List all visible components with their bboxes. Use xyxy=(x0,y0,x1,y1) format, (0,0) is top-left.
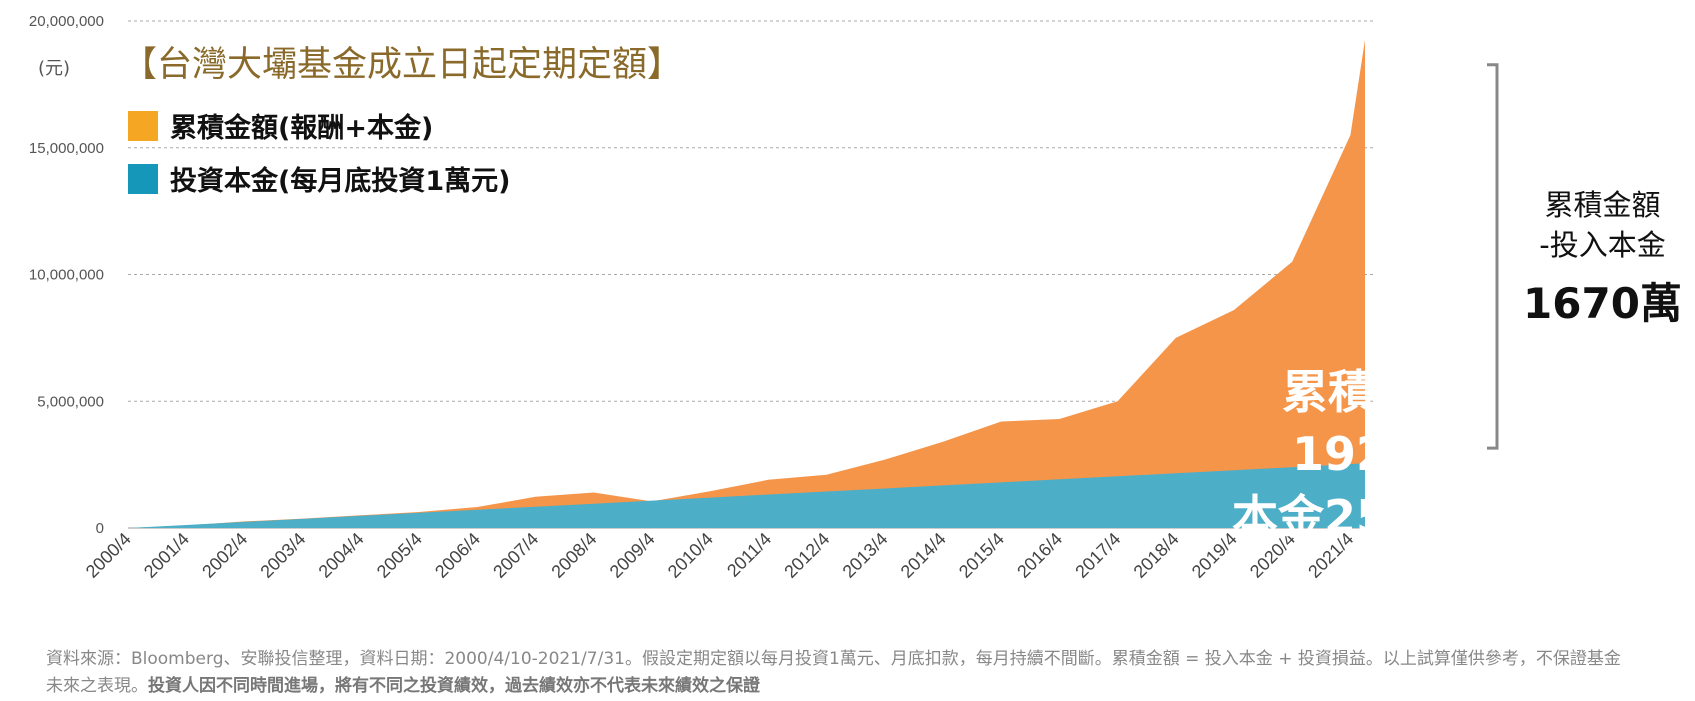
x-tick-label: 2015/4 xyxy=(955,529,1008,582)
legend-label-principal: 投資本金(每月底投資1萬元) xyxy=(170,166,511,197)
difference-label-line1: 累積金額 xyxy=(1544,188,1661,222)
legend-swatch-principal xyxy=(128,163,158,194)
x-tick-label: 2016/4 xyxy=(1013,529,1066,582)
x-tick-label: 2009/4 xyxy=(606,529,659,582)
y-axis-ticks: 0 5,000,000 10,000,000 15,000,000 20,000,000 xyxy=(29,13,104,537)
y-tick-label: 0 xyxy=(96,520,104,537)
x-tick-label: 2007/4 xyxy=(489,529,542,582)
legend-swatch-accumulated xyxy=(128,110,158,141)
y-tick-label: 15,000,000 xyxy=(29,140,104,157)
difference-bracket xyxy=(1487,63,1499,450)
difference-label-line2: -投入本金 xyxy=(1539,228,1666,262)
accumulated-label-value: 1926萬 xyxy=(1291,427,1466,481)
legend-item-accumulated: 累積金額(報酬+本金) xyxy=(128,106,433,145)
y-tick-label: 5,000,000 xyxy=(37,393,104,410)
y-unit-label: (元) xyxy=(38,58,71,79)
x-tick-label: 2010/4 xyxy=(664,529,717,582)
y-tick-label: 20,000,000 xyxy=(29,13,104,30)
x-tick-label: 2012/4 xyxy=(780,529,833,582)
x-tick-label: 2014/4 xyxy=(897,529,950,582)
principal-label: 本金256萬 xyxy=(1231,490,1466,544)
x-tick-label: 2003/4 xyxy=(256,529,309,582)
footnote-disclaimer: 投資人因不同時間進場，將有不同之投資績效，過去績效亦不代表未來績效之保證 xyxy=(148,676,760,696)
x-tick-label: 2017/4 xyxy=(1071,529,1124,582)
footnote-text: 資料來源：Bloomberg、安聯投信整理，資料日期：2000/4/10-202… xyxy=(46,649,1621,696)
x-tick-label: 2005/4 xyxy=(373,529,426,582)
chart-title: 【台灣大壩基金成立日起定期定額】 xyxy=(122,45,683,85)
difference-value: 1670萬 xyxy=(1523,279,1682,328)
x-tick-label: 2006/4 xyxy=(431,529,484,582)
x-tick-label: 2001/4 xyxy=(140,529,193,582)
legend-item-principal: 投資本金(每月底投資1萬元) xyxy=(128,159,510,198)
x-tick-label: 2004/4 xyxy=(315,529,368,582)
x-tick-label: 2000/4 xyxy=(82,529,135,582)
x-tick-label: 2011/4 xyxy=(723,529,775,581)
footnote: 資料來源：Bloomberg、安聯投信整理，資料日期：2000/4/10-202… xyxy=(46,646,1626,700)
principal-area xyxy=(128,463,1365,528)
x-tick-label: 2013/4 xyxy=(839,529,892,582)
y-tick-label: 10,000,000 xyxy=(29,267,104,284)
x-tick-label: 2008/4 xyxy=(547,529,600,582)
x-tick-label: 2002/4 xyxy=(198,529,251,582)
accumulated-label-title: 累積金額 xyxy=(1282,365,1466,419)
legend-label-accumulated: 累積金額(報酬+本金) xyxy=(170,113,434,144)
